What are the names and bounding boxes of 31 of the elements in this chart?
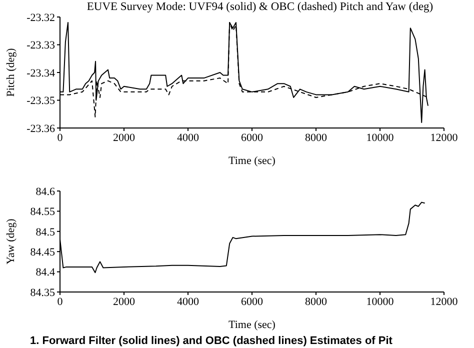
y-axis-title: Pitch (deg) — [4, 48, 17, 97]
y-axis-title: Yaw (deg) — [4, 218, 17, 264]
x-tick-label: 2000 — [113, 132, 136, 144]
x-axis-title: Time (sec) — [228, 155, 276, 167]
x-tick-label: 0 — [57, 132, 64, 144]
x-tick-label: 8000 — [305, 296, 328, 308]
x-tick-label: 0 — [57, 296, 64, 308]
y-tick-label: 84.5 — [36, 226, 56, 238]
x-tick-label: 10000 — [366, 296, 394, 308]
x-tick-label: 2000 — [113, 296, 136, 308]
x-tick-label: 4000 — [177, 132, 200, 144]
y-tick-label: 84.35 — [30, 286, 56, 299]
x-tick-label: 12000 — [430, 132, 458, 144]
x-tick-label: 4000 — [177, 296, 200, 308]
y-tick-label: 84.6 — [36, 186, 56, 198]
x-tick-label: 6000 — [241, 296, 264, 308]
y-tick-label: -23.34 — [26, 67, 56, 80]
y-tick-label: 84.4 — [36, 266, 56, 279]
x-tick-label: 6000 — [241, 132, 264, 144]
text: 1. Forward Filter (solid lines) and OBC (dashed lines) Estimates of Pit — [30, 335, 392, 347]
chart-title: EUVE Survey Mode: UVF94 (solid) & OBC (dashed) Pitch and Yaw (deg) — [86, 0, 434, 14]
y-tick-label: -23.33 — [26, 40, 56, 52]
y-tick-label: -23.36 — [26, 122, 56, 135]
y-tick-label: 84.45 — [30, 246, 56, 259]
y-tick-label: -23.32 — [26, 12, 55, 24]
x-tick-label: 8000 — [305, 132, 328, 144]
y-tick-label: -23.35 — [26, 95, 56, 108]
x-axis-title: Time (sec) — [228, 319, 276, 331]
x-tick-label: 12000 — [430, 296, 458, 308]
y-tick-label: 84.55 — [30, 206, 56, 218]
x-tick-label: 10000 — [366, 132, 394, 144]
